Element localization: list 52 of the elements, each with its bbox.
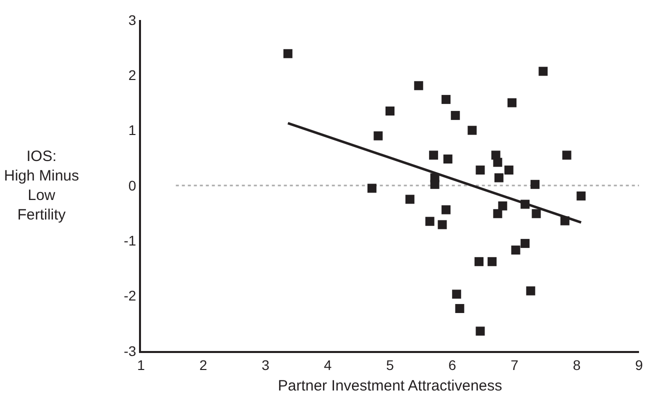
- point: [283, 49, 292, 58]
- point: [562, 150, 572, 160]
- point: [425, 216, 434, 226]
- point: [532, 209, 541, 218]
- point: [474, 257, 484, 266]
- point: [429, 150, 438, 160]
- x-tick-label: 8: [572, 356, 581, 373]
- point: [442, 205, 451, 214]
- point: [493, 158, 502, 167]
- point: [386, 106, 394, 116]
- point: [450, 110, 460, 120]
- x-tick-label: 5: [386, 356, 394, 373]
- point: [367, 184, 376, 193]
- point: [438, 220, 447, 230]
- point: [430, 180, 440, 189]
- point: [476, 326, 485, 336]
- y-tick-label: 2: [128, 67, 136, 84]
- point: [452, 290, 462, 299]
- y-tick-label: 1: [128, 122, 136, 138]
- point: [526, 286, 536, 296]
- x-tick-label: 2: [199, 356, 208, 373]
- point: [414, 81, 424, 90]
- y-tick-label: -1: [124, 232, 136, 249]
- point: [442, 94, 451, 104]
- y-axis-title: IOS: High Minus Low Fertility: [4, 148, 80, 224]
- point: [493, 209, 502, 218]
- x-tick-label: 4: [324, 356, 332, 373]
- y-tick-label: 0: [128, 177, 136, 194]
- x-tick-label: 6: [448, 356, 456, 373]
- point: [508, 98, 517, 108]
- point: [405, 194, 414, 204]
- point: [530, 180, 540, 189]
- point: [488, 257, 497, 266]
- point: [498, 201, 508, 210]
- point: [455, 304, 464, 314]
- point: [576, 191, 586, 200]
- x-tick-label: 3: [262, 356, 270, 373]
- x-tick-label: 7: [510, 356, 519, 373]
- point: [494, 173, 504, 182]
- point: [443, 154, 452, 164]
- x-axis-title: Partner Investment Attractiveness: [278, 377, 502, 394]
- point: [468, 126, 477, 135]
- point: [374, 131, 383, 140]
- point: [511, 246, 520, 255]
- point: [520, 238, 530, 248]
- point: [476, 166, 485, 175]
- x-tick-label: 9: [635, 356, 644, 373]
- point: [538, 66, 548, 76]
- y-tick-label: -2: [124, 288, 136, 304]
- point: [504, 166, 514, 175]
- y-tick-label: -3: [124, 342, 136, 359]
- y-tick-label: 3: [128, 12, 136, 28]
